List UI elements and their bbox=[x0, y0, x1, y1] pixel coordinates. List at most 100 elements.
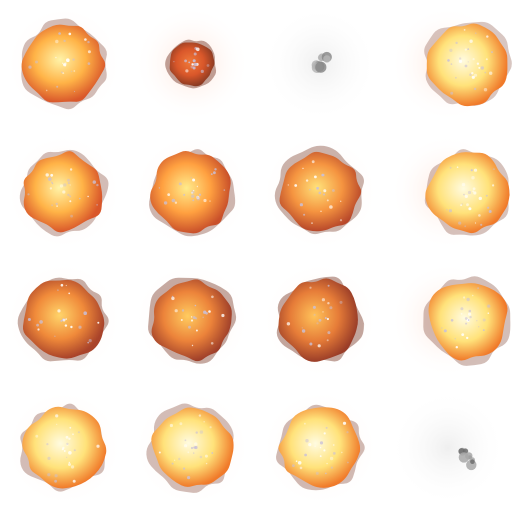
spark-speck bbox=[309, 286, 312, 289]
spark-speck bbox=[96, 444, 100, 448]
fire-body bbox=[428, 283, 508, 361]
spark-speck bbox=[471, 176, 475, 180]
spark-speck bbox=[326, 462, 328, 465]
spark-speck bbox=[73, 70, 76, 72]
spark-speck bbox=[320, 210, 322, 212]
spark-speck bbox=[70, 214, 73, 218]
spark-speck bbox=[491, 51, 493, 54]
spark-speck bbox=[321, 173, 324, 177]
spark-speck bbox=[60, 319, 63, 322]
spark-speck bbox=[66, 456, 68, 458]
spark-speck bbox=[332, 452, 336, 455]
spark-speck bbox=[468, 312, 472, 316]
spark-speck bbox=[459, 57, 462, 60]
spark-speck bbox=[68, 451, 72, 455]
spark-speck bbox=[460, 307, 464, 311]
spark-speck bbox=[473, 168, 478, 172]
spark-speck bbox=[73, 90, 76, 93]
spark-speck bbox=[323, 449, 326, 452]
spark-speck bbox=[326, 199, 329, 202]
spark-speck bbox=[475, 32, 477, 34]
spark-speck bbox=[470, 169, 473, 172]
spark-speck bbox=[467, 61, 469, 63]
fire-body bbox=[278, 407, 361, 488]
spark-speck bbox=[467, 190, 472, 195]
spark-speck bbox=[196, 196, 199, 199]
spark-speck bbox=[477, 287, 479, 289]
spark-speck bbox=[96, 183, 99, 187]
spark-speck bbox=[286, 322, 291, 326]
spark-speck bbox=[319, 455, 322, 457]
spark-speck bbox=[67, 182, 70, 185]
spark-speck bbox=[314, 445, 316, 447]
spark-speck bbox=[200, 69, 204, 73]
spark-speck bbox=[297, 461, 302, 465]
spark-speck bbox=[190, 446, 194, 450]
spark-speck bbox=[302, 167, 304, 170]
spark-speck bbox=[209, 200, 211, 202]
spark-speck bbox=[72, 433, 74, 436]
spark-speck bbox=[299, 466, 303, 470]
spark-speck bbox=[67, 193, 70, 196]
spark-speck bbox=[450, 319, 454, 322]
spark-speck bbox=[209, 426, 212, 429]
spark-speck bbox=[63, 64, 65, 66]
fire-body bbox=[426, 23, 508, 107]
spark-speck bbox=[61, 448, 64, 451]
spark-speck bbox=[325, 426, 328, 429]
spark-speck bbox=[473, 191, 477, 195]
spark-speck bbox=[62, 72, 65, 74]
spark-speck bbox=[179, 422, 183, 426]
spark-speck bbox=[489, 71, 493, 75]
spark-speck bbox=[45, 89, 48, 92]
spark-speck bbox=[92, 180, 97, 184]
spark-speck bbox=[97, 321, 100, 324]
spark-speck bbox=[465, 322, 468, 325]
spark-speck bbox=[319, 441, 324, 445]
sprite-frame-r3c3 bbox=[384, 384, 512, 512]
spark-speck bbox=[67, 178, 70, 182]
spark-speck bbox=[304, 422, 306, 425]
spark-speck bbox=[301, 329, 306, 333]
spark-speck bbox=[192, 63, 194, 65]
spark-speck bbox=[57, 309, 61, 313]
spark-speck bbox=[487, 206, 490, 209]
spark-speck bbox=[68, 461, 71, 464]
spark-speck bbox=[55, 56, 57, 59]
spark-speck bbox=[55, 414, 59, 418]
spark-speck bbox=[464, 194, 468, 198]
spark-speck bbox=[66, 442, 69, 446]
spark-speck bbox=[196, 185, 199, 188]
spark-speck bbox=[323, 432, 326, 435]
spark-speck bbox=[193, 62, 198, 67]
sprite-frame-r3c2 bbox=[256, 384, 384, 512]
spark-speck bbox=[195, 329, 198, 332]
spark-speck bbox=[292, 464, 295, 467]
spark-speck bbox=[493, 168, 495, 170]
spark-speck bbox=[54, 479, 57, 483]
spark-speck bbox=[58, 32, 61, 35]
spark-speck bbox=[83, 311, 87, 315]
spark-speck bbox=[87, 40, 90, 44]
spark-speck bbox=[96, 204, 98, 206]
spark-speck bbox=[187, 451, 190, 454]
spark-speck bbox=[61, 71, 63, 73]
spark-speck bbox=[309, 342, 313, 346]
spark-speck bbox=[319, 446, 322, 449]
spark-speck bbox=[469, 315, 472, 319]
spark-speck bbox=[199, 430, 204, 434]
spark-speck bbox=[469, 73, 472, 76]
spark-speck bbox=[472, 187, 476, 191]
spark-speck bbox=[63, 450, 66, 452]
spark-speck bbox=[478, 196, 482, 201]
spark-speck bbox=[65, 284, 67, 287]
spark-speck bbox=[171, 462, 174, 465]
smoke-puff bbox=[315, 61, 327, 73]
sprite-frame-r0c2 bbox=[256, 0, 384, 128]
spark-speck bbox=[184, 59, 187, 63]
sprite-frame-r1c3 bbox=[384, 128, 512, 256]
spark-speck bbox=[463, 193, 465, 196]
spark-speck bbox=[305, 179, 309, 182]
spark-speck bbox=[205, 312, 208, 315]
spark-speck bbox=[450, 91, 454, 95]
